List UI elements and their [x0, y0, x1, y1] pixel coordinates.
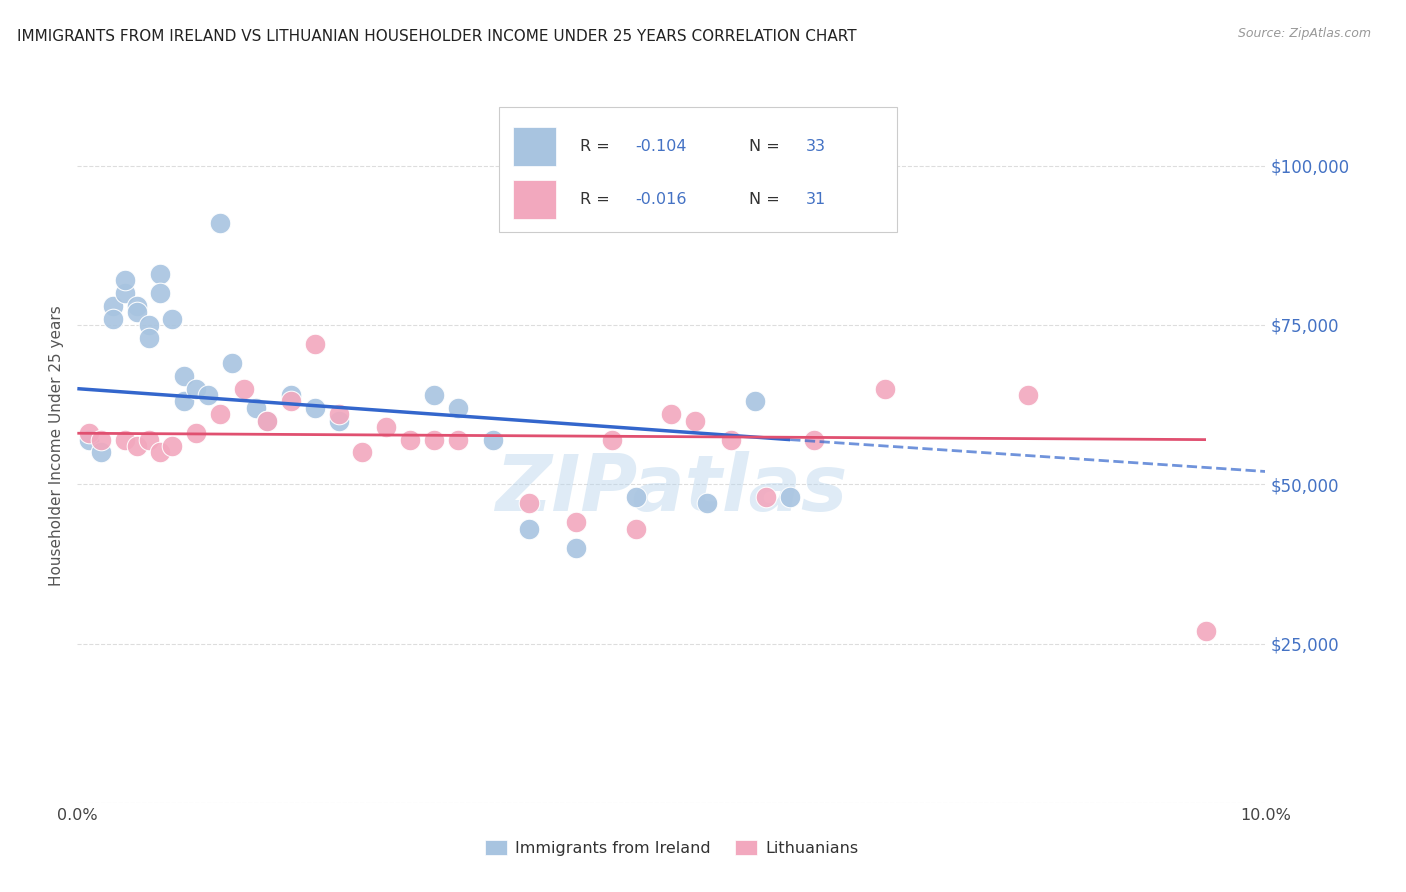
Text: ZIPatlas: ZIPatlas [495, 450, 848, 527]
Point [744, 394, 766, 409]
Point [114, 273, 136, 287]
Point [696, 496, 718, 510]
Point [125, 299, 148, 313]
Legend: Immigrants from Ireland, Lithuanians: Immigrants from Ireland, Lithuanians [478, 834, 865, 863]
Point [1017, 388, 1039, 402]
Text: N =: N = [748, 193, 785, 207]
Point [208, 407, 231, 421]
Bar [513, 180, 557, 219]
Text: 31: 31 [806, 193, 825, 207]
Point [114, 286, 136, 301]
FancyBboxPatch shape [499, 107, 897, 232]
Point [101, 311, 124, 326]
Point [138, 318, 160, 332]
Point [149, 267, 172, 281]
Point [565, 516, 588, 530]
Text: R =: R = [579, 193, 614, 207]
Bar [513, 127, 557, 166]
Point [624, 490, 647, 504]
Point [565, 541, 588, 555]
Point [114, 433, 136, 447]
Point [125, 305, 148, 319]
Point [280, 388, 302, 402]
Point [720, 433, 742, 447]
Point [683, 413, 706, 427]
Point [423, 388, 446, 402]
Text: R =: R = [579, 139, 614, 153]
Point [375, 420, 398, 434]
Y-axis label: Householder Income Under 25 years: Householder Income Under 25 years [49, 306, 65, 586]
Point [482, 433, 505, 447]
Point [517, 522, 540, 536]
Point [328, 407, 350, 421]
Point [149, 286, 172, 301]
Point [600, 433, 623, 447]
Point [162, 311, 184, 326]
Point [186, 426, 208, 441]
Text: IMMIGRANTS FROM IRELAND VS LITHUANIAN HOUSEHOLDER INCOME UNDER 25 YEARS CORRELAT: IMMIGRANTS FROM IRELAND VS LITHUANIAN HO… [17, 29, 856, 44]
Point [149, 445, 172, 459]
Point [197, 388, 219, 402]
Point [1195, 624, 1218, 638]
Point [446, 401, 468, 415]
Point [208, 216, 231, 230]
Point [77, 426, 100, 441]
Point [304, 337, 326, 351]
Point [304, 401, 326, 415]
Point [755, 490, 778, 504]
Text: -0.016: -0.016 [636, 193, 688, 207]
Text: Source: ZipAtlas.com: Source: ZipAtlas.com [1237, 27, 1371, 40]
Point [661, 407, 683, 421]
Point [256, 413, 278, 427]
Point [186, 382, 208, 396]
Point [77, 433, 100, 447]
Point [280, 394, 302, 409]
Point [125, 439, 148, 453]
Point [875, 382, 897, 396]
Text: N =: N = [748, 139, 785, 153]
Point [173, 368, 195, 383]
Point [90, 445, 112, 459]
Point [803, 433, 825, 447]
Point [256, 413, 278, 427]
Point [232, 382, 254, 396]
Point [138, 433, 160, 447]
Point [101, 299, 124, 313]
Point [352, 445, 374, 459]
Point [423, 433, 446, 447]
Point [446, 433, 468, 447]
Point [245, 401, 267, 415]
Point [779, 490, 801, 504]
Point [517, 496, 540, 510]
Point [624, 522, 647, 536]
Point [162, 439, 184, 453]
Point [399, 433, 422, 447]
Text: 33: 33 [806, 139, 825, 153]
Point [221, 356, 243, 370]
Point [138, 331, 160, 345]
Point [328, 413, 350, 427]
Point [173, 394, 195, 409]
Text: -0.104: -0.104 [636, 139, 688, 153]
Point [90, 433, 112, 447]
